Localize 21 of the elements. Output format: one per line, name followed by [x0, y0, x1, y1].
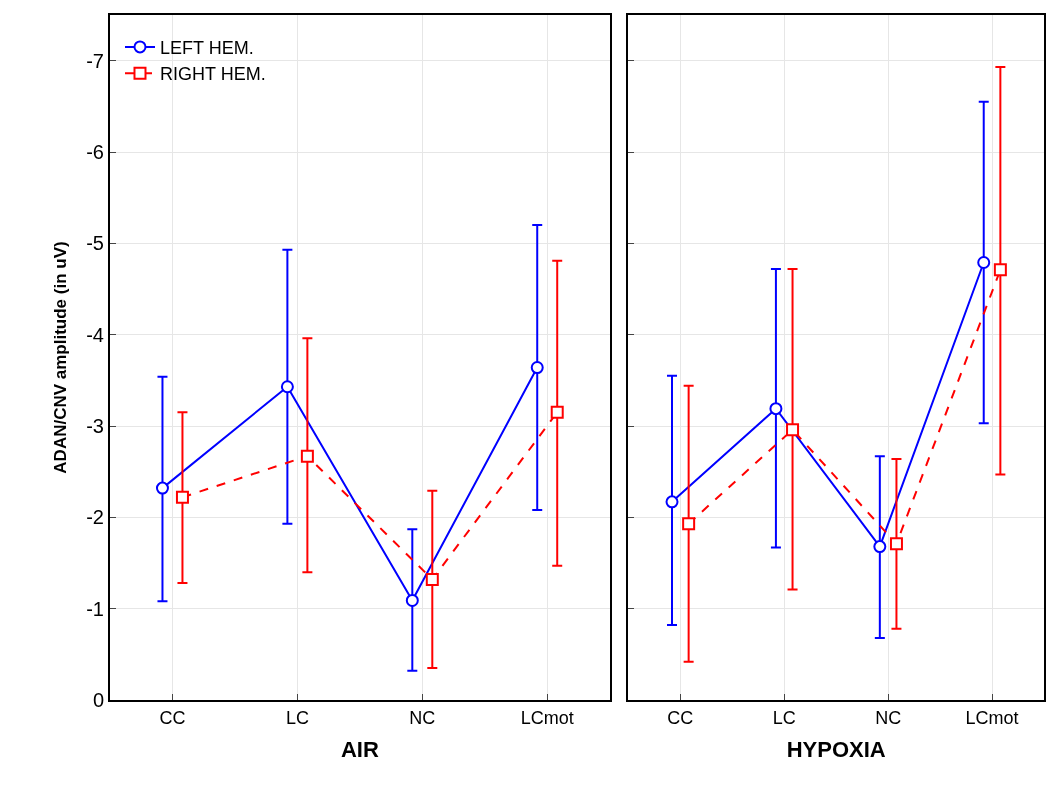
y-tick-label: -1 — [86, 597, 104, 620]
y-tick-label: 0 — [92, 689, 104, 711]
legend-label: RIGHT HEM. — [159, 64, 266, 85]
x-tick-label: NC — [875, 707, 902, 728]
x-tick-label: CC — [667, 707, 694, 728]
legend-label: LEFT HEM. — [159, 37, 254, 58]
y-axis-title: ADAN/CNV amplitude (in uV) — [51, 241, 71, 474]
x-tick-label: LC — [772, 707, 796, 728]
y-tick-label: -7 — [86, 49, 104, 72]
x-tick-label: NC — [409, 707, 436, 728]
x-tick-label: LCmot — [965, 707, 1019, 728]
x-tick-label: LC — [285, 707, 309, 728]
x-axis-title: AIR — [340, 737, 379, 762]
y-tick-label: -4 — [86, 323, 104, 346]
x-tick-label: CC — [159, 707, 186, 728]
y-tick-label: -2 — [86, 506, 104, 529]
y-tick-label: -6 — [86, 141, 104, 163]
x-tick-label: LCmot — [520, 707, 574, 728]
y-tick-label: -3 — [86, 415, 104, 437]
x-axis-title: HYPOXIA — [786, 737, 886, 762]
y-tick-label: -5 — [86, 232, 104, 255]
